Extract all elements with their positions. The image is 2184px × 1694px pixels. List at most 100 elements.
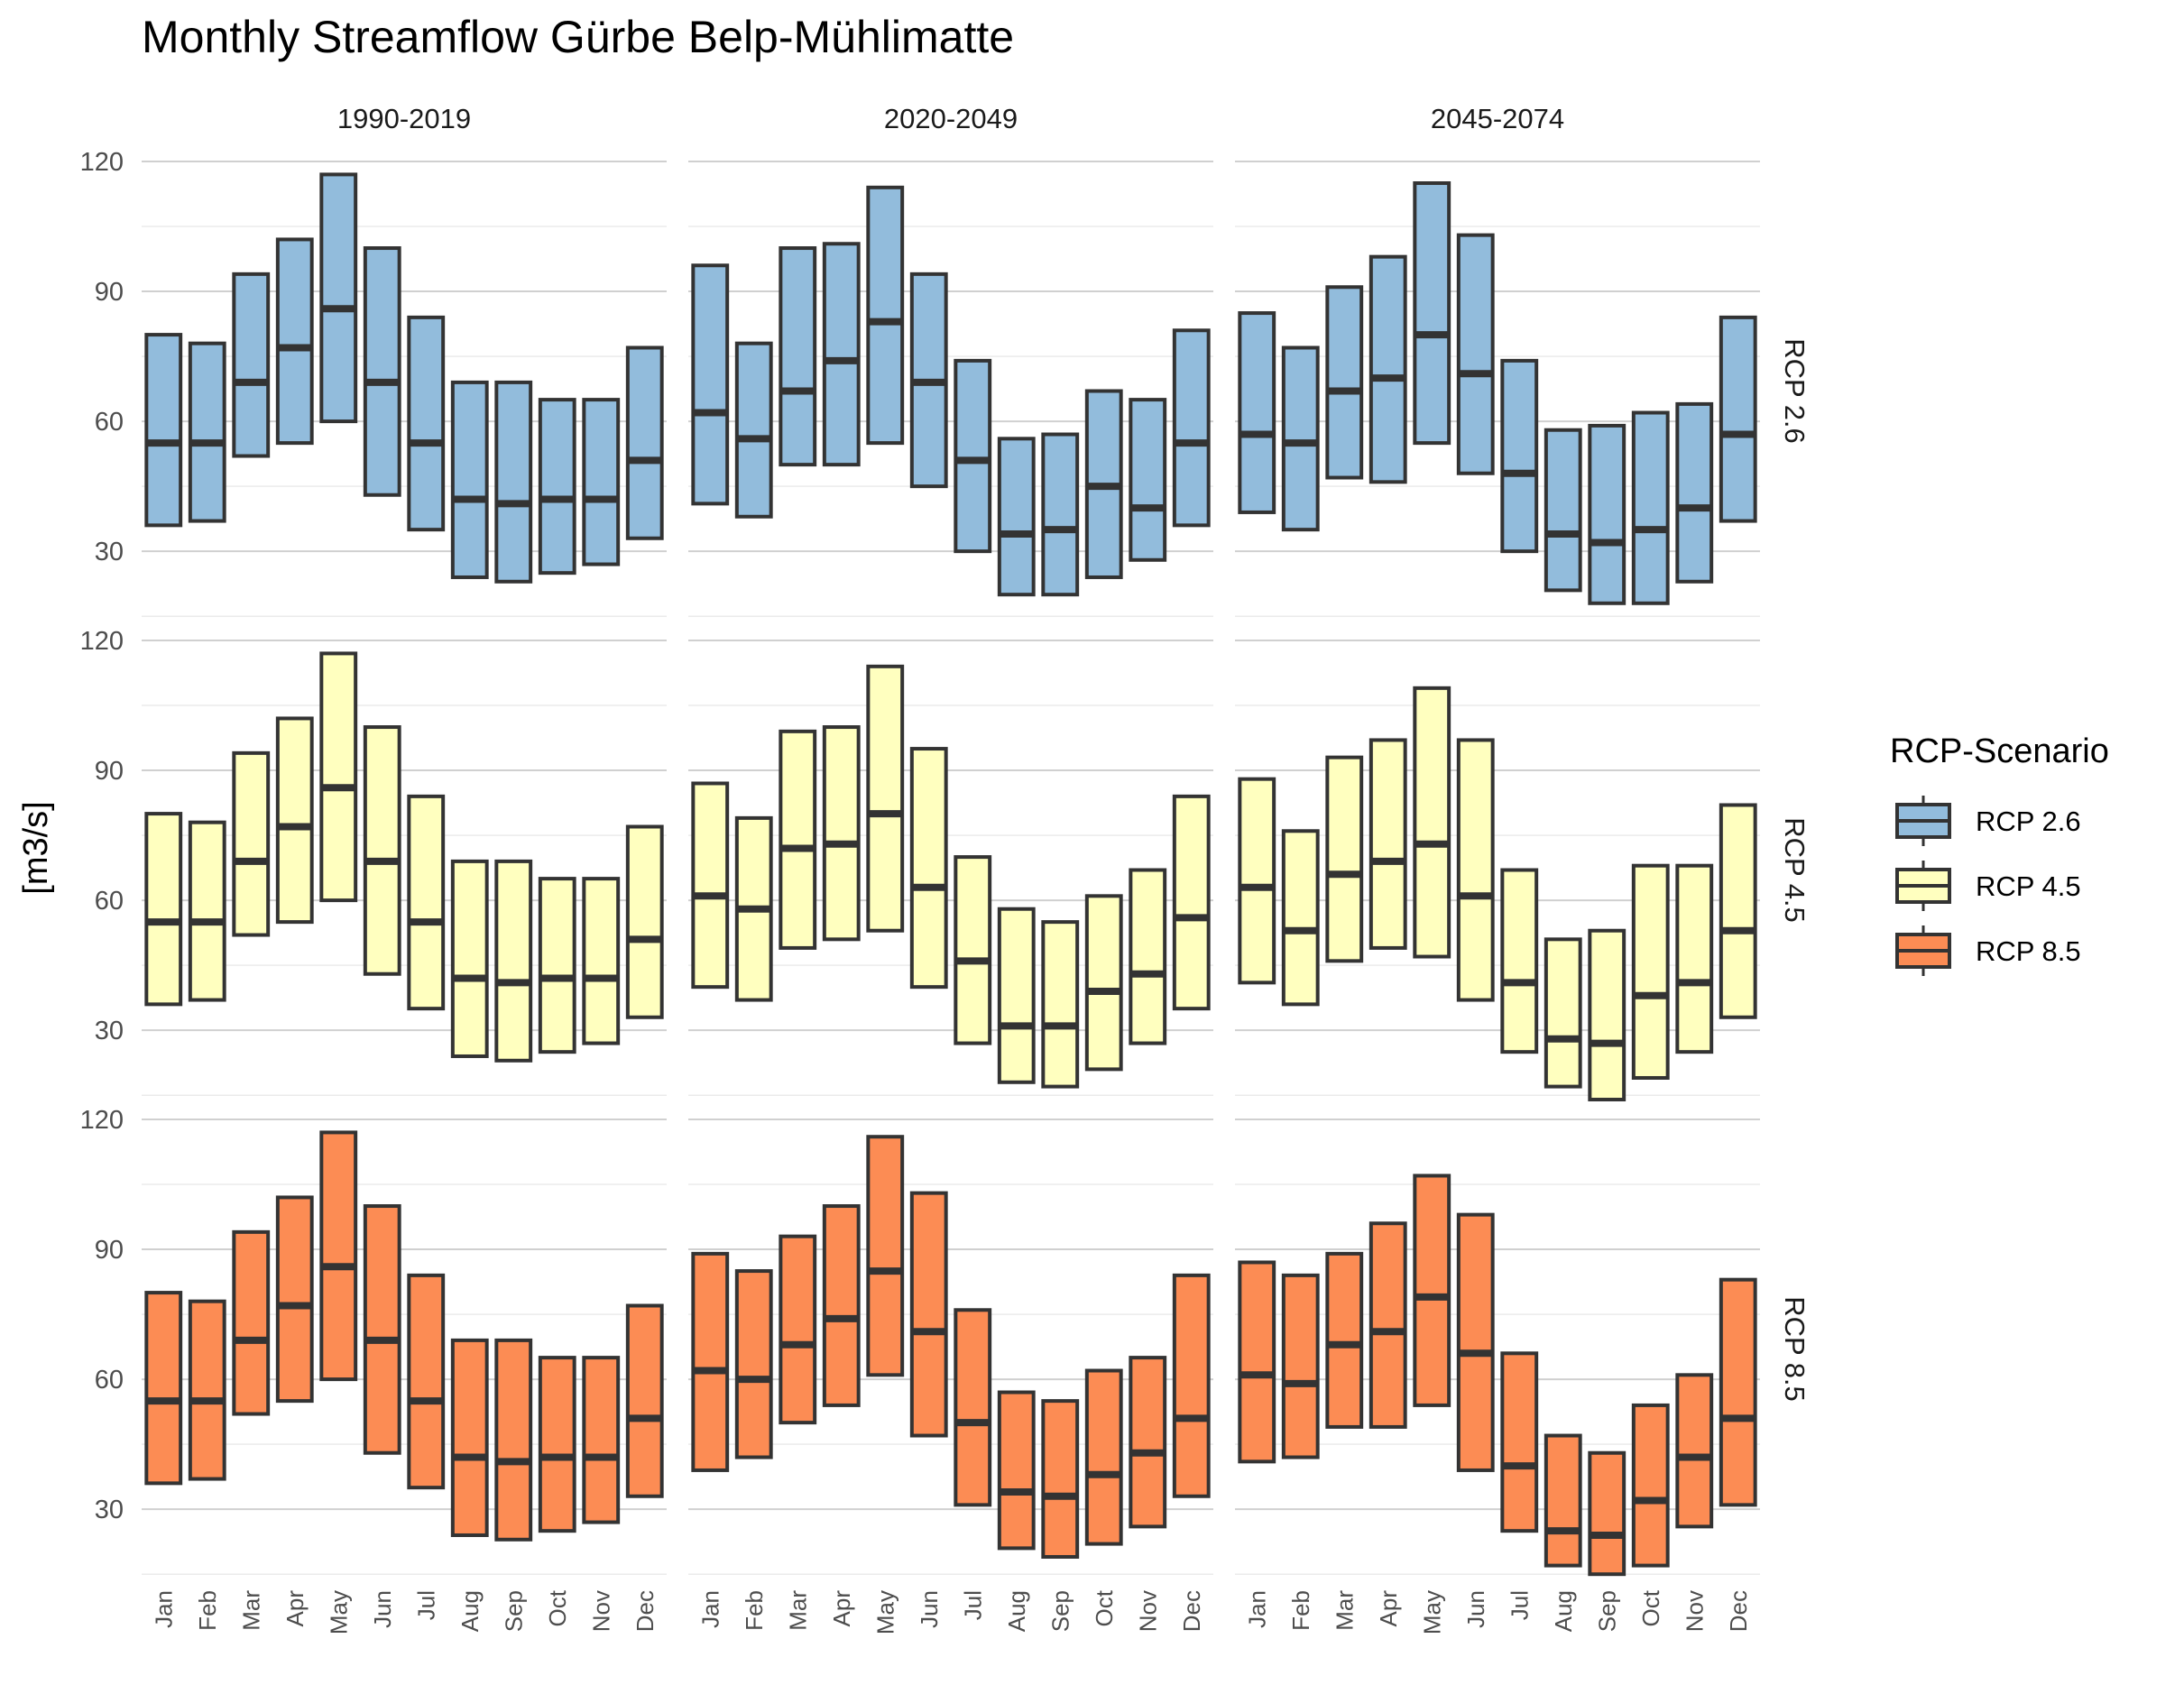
y-tick-label: 90 (95, 757, 124, 786)
x-tick-label-sep: Sep (500, 1590, 527, 1632)
crossbar-rcp-2-6-1990-2019-nov (582, 398, 621, 566)
y-axis-label: [m3/s] (17, 801, 55, 894)
crossbar-rcp-2-6-2020-2049-dec (1172, 328, 1211, 528)
crossbar-rcp-4-5-2045-2074-oct (1631, 863, 1670, 1080)
crossbar-rcp-8-5-1990-2019-nov (582, 1356, 621, 1524)
crossbar-rcp-8-5-2020-2049-mar (779, 1234, 817, 1425)
crossbar-rcp-4-5-1990-2019-feb (188, 820, 226, 1002)
crossbar-rcp-2-6-1990-2019-apr (275, 237, 314, 446)
crossbar-rcp-2-6-2045-2074-aug (1544, 428, 1582, 593)
crossbar-rcp-4-5-2020-2049-aug (997, 907, 1036, 1084)
crossbar-rcp-4-5-2020-2049-mar (779, 729, 817, 950)
crossbar-rcp-4-5-1990-2019-jan (144, 812, 183, 1007)
scenario-strip-rcp-4-5: RCP 4.5 (1779, 817, 1811, 923)
legend-label-rcp-2-6: RCP 2.6 (1976, 806, 2081, 837)
crossbar-rcp-8-5-2020-2049-jun (909, 1191, 948, 1438)
legend: RCP-Scenario RCP 2.6 RCP 4.5 RCP 8.5 (1890, 732, 2109, 976)
crossbar-rcp-4-5-2045-2074-nov (1675, 863, 1714, 1054)
x-tick-label-nov: Nov (1681, 1590, 1708, 1632)
x-tick-label-aug: Aug (456, 1590, 484, 1632)
crossbar-rcp-4-5-2045-2074-jan (1238, 777, 1276, 985)
crossbar-rcp-2-6-2020-2049-jan (691, 263, 730, 506)
x-tick-label-mar: Mar (1331, 1590, 1358, 1631)
crossbar-rcp-4-5-2020-2049-sep (1041, 920, 1080, 1089)
crossbar-rcp-8-5-2045-2074-mar (1325, 1251, 1364, 1429)
y-tick-label: 60 (95, 408, 124, 437)
x-tick-label-nov: Nov (1134, 1590, 1161, 1632)
crossbar-rcp-8-5-1990-2019-oct (538, 1356, 576, 1533)
x-tick-label-aug: Aug (1003, 1590, 1030, 1632)
legend-label-rcp-4-5: RCP 4.5 (1976, 870, 2081, 902)
crossbar-rcp-2-6-2020-2049-mar (779, 246, 817, 467)
crossbar-rcp-2-6-1990-2019-jan (144, 333, 183, 528)
crossbar-rcp-4-5-1990-2019-mar (232, 750, 271, 937)
crossbar-rcp-8-5-2045-2074-jul (1500, 1351, 1539, 1533)
crossbar-rcp-4-5-2020-2049-nov (1129, 868, 1167, 1045)
crossbar-rcp-4-5-2045-2074-mar (1325, 755, 1364, 963)
crossbar-rcp-8-5-2020-2049-nov (1129, 1356, 1167, 1529)
crossbar-rcp-4-5-1990-2019-aug (450, 859, 489, 1058)
crossbar-rcp-8-5-2020-2049-dec (1172, 1273, 1211, 1498)
period-strip-2020-2049: 2020-2049 (884, 103, 1018, 134)
chart-title: Monthly Streamflow Gürbe Belp-Mühlimatte (142, 12, 1014, 62)
crossbar-rcp-4-5-2020-2049-apr (822, 725, 861, 942)
crossbar-rcp-4-5-1990-2019-nov (582, 877, 621, 1045)
crossbar-rcp-8-5-1990-2019-jul (407, 1273, 446, 1490)
crossbar-rcp-2-6-1990-2019-may (319, 172, 358, 424)
crossbar-rcp-4-5-2045-2074-apr (1368, 738, 1407, 950)
y-tick-label: 90 (95, 1236, 124, 1265)
x-tick-label-dec: Dec (631, 1590, 659, 1632)
crossbar-rcp-8-5-1990-2019-mar (232, 1229, 271, 1416)
y-tick-label: 30 (95, 538, 124, 566)
crossbar-rcp-8-5-2020-2049-aug (997, 1390, 1036, 1551)
x-tick-label-oct: Oct (1637, 1589, 1664, 1626)
x-tick-label-jan: Jan (696, 1590, 723, 1628)
crossbar-rcp-2-6-2045-2074-jan (1238, 311, 1276, 514)
crossbar-rcp-4-5-2045-2074-aug (1544, 937, 1582, 1089)
y-tick-label: 120 (80, 148, 124, 177)
crossbar-rcp-4-5-2020-2049-may (866, 664, 905, 933)
crossbar-rcp-8-5-1990-2019-aug (450, 1338, 489, 1537)
crossbar-rcp-2-6-1990-2019-dec (625, 345, 664, 540)
crossbar-rcp-2-6-1990-2019-feb (188, 341, 226, 523)
x-tick-label-sep: Sep (1593, 1590, 1620, 1632)
crossbar-rcp-4-5-2045-2074-may (1413, 686, 1451, 959)
crossbar-rcp-8-5-1990-2019-apr (275, 1195, 314, 1404)
x-tick-label-apr: Apr (1375, 1590, 1402, 1627)
crossbar-rcp-2-6-2045-2074-oct (1631, 410, 1670, 605)
y-tick-label: 120 (80, 1106, 124, 1135)
crossbar-rcp-2-6-2020-2049-sep (1041, 432, 1080, 597)
x-tick-label-may: May (1418, 1590, 1445, 1634)
crossbar-rcp-2-6-2045-2074-mar (1325, 285, 1364, 480)
crossbar-rcp-2-6-2045-2074-sep (1588, 423, 1626, 605)
crossbar-rcp-2-6-2045-2074-dec (1719, 315, 1757, 523)
crossbar-rcp-2-6-2020-2049-may (866, 185, 905, 446)
x-tick-label-feb: Feb (194, 1590, 221, 1631)
crossbar-rcp-8-5-2020-2049-sep (1041, 1399, 1080, 1559)
crossbar-rcp-8-5-2045-2074-aug (1544, 1433, 1582, 1568)
crossbar-rcp-4-5-2045-2074-jun (1456, 738, 1495, 1002)
crossbar-rcp-4-5-1990-2019-jun (363, 725, 401, 976)
crossbar-rcp-4-5-1990-2019-sep (494, 859, 533, 1063)
crossbar-rcp-8-5-1990-2019-jun (363, 1204, 401, 1455)
crossbar-rcp-2-6-2045-2074-feb (1281, 345, 1320, 532)
crossbar-rcp-4-5-1990-2019-jul (407, 794, 446, 1011)
crossbar-rcp-8-5-2045-2074-may (1413, 1174, 1451, 1407)
crossbar-rcp-4-5-1990-2019-oct (538, 877, 576, 1054)
crossbar-rcp-2-6-2020-2049-aug (997, 437, 1036, 597)
crossbar-rcp-2-6-1990-2019-sep (494, 380, 533, 584)
x-tick-label-feb: Feb (741, 1590, 768, 1631)
x-tick-label-jun: Jun (1462, 1590, 1489, 1628)
crossbar-rcp-4-5-2020-2049-jan (691, 781, 730, 990)
crossbar-rcp-2-6-2045-2074-apr (1368, 254, 1407, 484)
crossbar-rcp-4-5-2045-2074-sep (1588, 928, 1626, 1101)
crossbar-rcp-4-5-2045-2074-feb (1281, 829, 1320, 1007)
crossbar-rcp-2-6-2020-2049-apr (822, 242, 861, 467)
crossbar-rcp-8-5-2045-2074-dec (1719, 1277, 1757, 1507)
crossbar-rcp-8-5-2045-2074-jan (1238, 1260, 1276, 1464)
legend-label-rcp-8-5: RCP 8.5 (1976, 935, 2081, 967)
crossbar-rcp-2-6-1990-2019-aug (450, 380, 489, 579)
crossbar-rcp-2-6-2020-2049-nov (1129, 398, 1167, 562)
crossbar-rcp-4-5-2045-2074-dec (1719, 803, 1757, 1019)
y-tick-label: 120 (80, 627, 124, 656)
